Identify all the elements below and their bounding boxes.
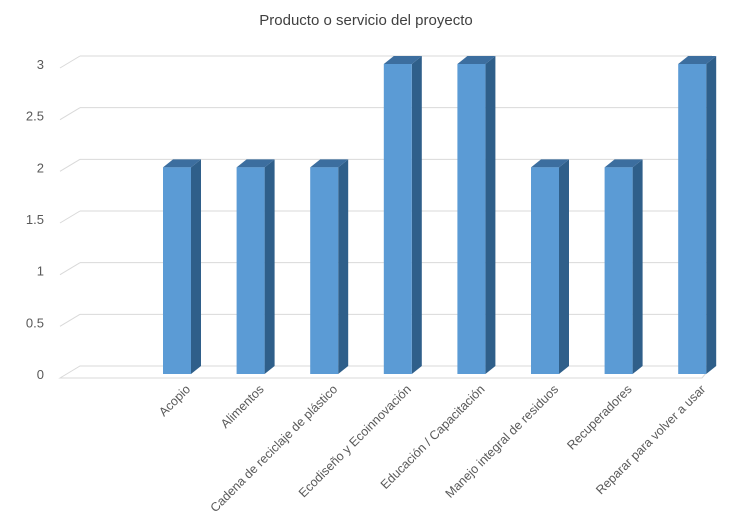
bar-front-face [310,167,339,374]
bar-side-face [559,159,569,374]
bar-front-face [383,64,412,374]
y-tick-label: 1.5 [26,212,44,227]
bar-front-face [163,167,191,374]
bar-side-face [264,159,275,374]
gridline-side [59,107,81,121]
bar-top-face [310,159,349,168]
bar-top-face [457,56,496,64]
y-tick-label: 0.5 [26,315,44,330]
x-tick-label: Cadena de reciclaje de plástico [208,382,341,515]
bar [604,159,643,374]
bar-front-face [604,167,633,374]
bar-front-face [678,64,707,374]
bar-side-face [706,56,717,374]
bar-side-face [411,56,422,374]
bar [383,56,422,374]
bar-side-face [485,56,496,374]
bar-side-face [191,159,201,374]
bar-top-face [383,56,422,64]
bar [310,159,349,374]
bar-top-face [604,159,643,168]
chart-title: Producto o servicio del proyecto [259,12,473,29]
bar-front-face [531,167,559,374]
bar-top-face [531,159,569,168]
bar-top-face [236,159,275,168]
y-tick-label: 0 [37,367,44,382]
y-tick-label: 1 [37,264,44,279]
y-tick-label: 3 [37,57,44,72]
bar [531,159,569,374]
y-tick-label: 2.5 [26,109,44,124]
x-tick-label: Alimentos [218,382,267,431]
bar-side-face [632,159,643,374]
gridline-side [59,210,81,224]
bar-front-face [457,64,486,374]
bar-front-face [236,167,265,374]
x-tick-label: Recuperadores [564,382,634,452]
bar-top-face [678,56,717,64]
gridline-side [59,262,81,276]
gridline-side [59,55,81,69]
bar [163,159,201,374]
bar [678,56,717,374]
gridline-side [59,313,81,327]
bar [457,56,496,374]
bar-top-face [163,159,201,168]
bar [236,159,275,374]
gridline-side [59,158,81,172]
bar-side-face [338,159,349,374]
x-tick-label: Acopio [156,382,193,419]
y-tick-label: 2 [37,160,44,175]
